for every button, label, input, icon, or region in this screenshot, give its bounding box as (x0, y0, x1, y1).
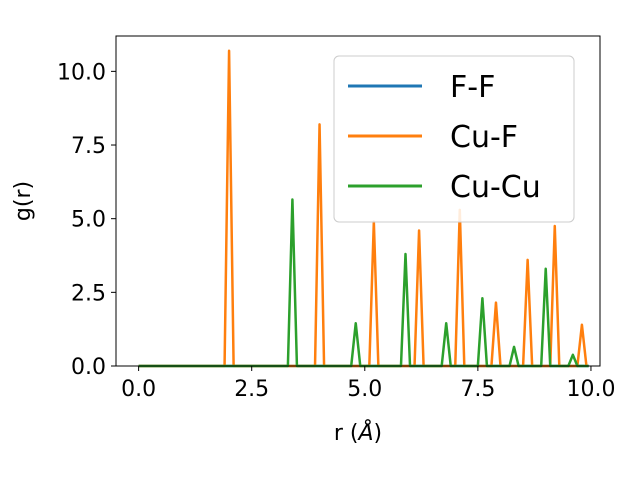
legend: F-F Cu-F Cu-Cu (333, 55, 575, 223)
x-tick-label: 10.0 (566, 377, 615, 402)
y-tick-label: 5.0 (71, 208, 106, 233)
legend-label-f-f: F-F (450, 70, 495, 105)
legend-box (333, 55, 575, 223)
x-tick-label: 5.0 (347, 377, 382, 402)
series-line-cu-f (138, 49, 588, 368)
y-tick-label: 0.0 (71, 355, 106, 380)
y-tick-label: 10.0 (57, 60, 106, 85)
plot-area (115, 35, 601, 368)
y-tick-label: 2.5 (71, 281, 106, 306)
y-tick-label: 7.5 (71, 134, 106, 159)
x-axis-label-close: ) (374, 421, 383, 446)
x-axis-label-text: r ( (334, 421, 359, 446)
x-tick-label: 2.5 (234, 377, 269, 402)
x-axis-ticks: 0.0 2.5 5.0 7.5 10.0 (121, 366, 615, 402)
axes-frame (115, 35, 601, 367)
y-axis-ticks: 0.0 2.5 5.0 7.5 10.0 (57, 60, 116, 380)
y-axis-label: g(r) (11, 181, 36, 221)
legend-label-cu-f: Cu-F (450, 120, 518, 155)
x-tick-label: 0.0 (121, 377, 156, 402)
x-axis-label: r (Å) (334, 419, 382, 446)
legend-label-cu-cu: Cu-Cu (450, 170, 541, 205)
x-axis-label-unit: Å (356, 419, 373, 446)
x-tick-label: 7.5 (460, 377, 495, 402)
